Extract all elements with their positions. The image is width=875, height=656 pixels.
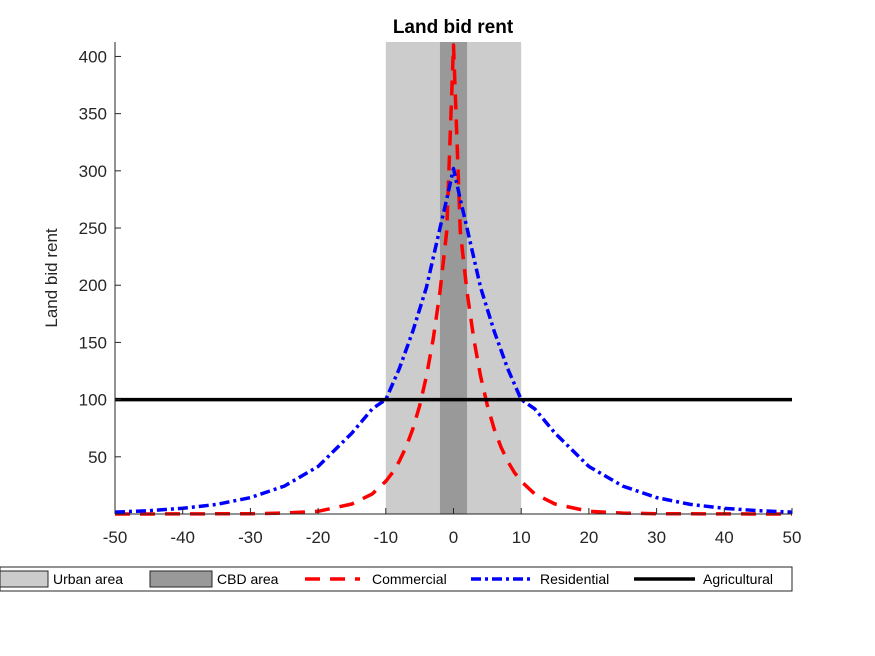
x-tick-label: 50 bbox=[783, 528, 802, 547]
series-layer bbox=[114, 43, 793, 516]
y-axis-label: Land bid rent bbox=[42, 228, 61, 328]
y-tick-label: 50 bbox=[88, 448, 107, 467]
series-line-commercial bbox=[114, 43, 793, 516]
legend-label-cbd-area: CBD area bbox=[217, 571, 279, 587]
x-tick-label: 0 bbox=[449, 528, 458, 547]
y-tick-label: 250 bbox=[79, 219, 107, 238]
region-cbd-area bbox=[439, 42, 468, 514]
y-tick-label: 100 bbox=[79, 391, 107, 410]
x-tick-label: 40 bbox=[715, 528, 734, 547]
chart-title: Land bid rent bbox=[393, 17, 514, 38]
x-tick-label: 20 bbox=[579, 528, 598, 547]
legend-label-residential: Residential bbox=[540, 571, 609, 587]
series-line-residential bbox=[114, 166, 793, 514]
y-tick-label: 300 bbox=[79, 162, 107, 181]
legend-label-agricultural: Agricultural bbox=[703, 571, 773, 587]
legend-label-urban-area: Urban area bbox=[53, 571, 123, 587]
region-layer bbox=[385, 42, 522, 514]
y-tick-label: 350 bbox=[79, 105, 107, 124]
x-tick-label: -30 bbox=[238, 528, 263, 547]
x-tick-layer: -50 -40 -30 -20 -10 0 10 20 30 40 50 bbox=[103, 508, 802, 547]
x-tick-label: -10 bbox=[374, 528, 399, 547]
legend: Urban area CBD area Commercial Residential A… bbox=[0, 566, 793, 592]
x-tick-label: 10 bbox=[512, 528, 531, 547]
x-tick-label: -50 bbox=[103, 528, 128, 547]
legend-label-commercial: Commercial bbox=[372, 571, 447, 587]
y-tick-label: 150 bbox=[79, 333, 107, 352]
x-tick-label: -20 bbox=[306, 528, 331, 547]
y-tick-layer: 50 100 150 200 250 300 350 400 bbox=[79, 47, 121, 467]
legend-swatch-cbd-area bbox=[149, 570, 213, 588]
y-tick-label: 400 bbox=[79, 47, 107, 66]
x-tick-label: -40 bbox=[170, 528, 195, 547]
y-tick-label: 200 bbox=[79, 276, 107, 295]
legend-swatch-urban-area bbox=[0, 570, 49, 588]
x-tick-label: 30 bbox=[647, 528, 666, 547]
